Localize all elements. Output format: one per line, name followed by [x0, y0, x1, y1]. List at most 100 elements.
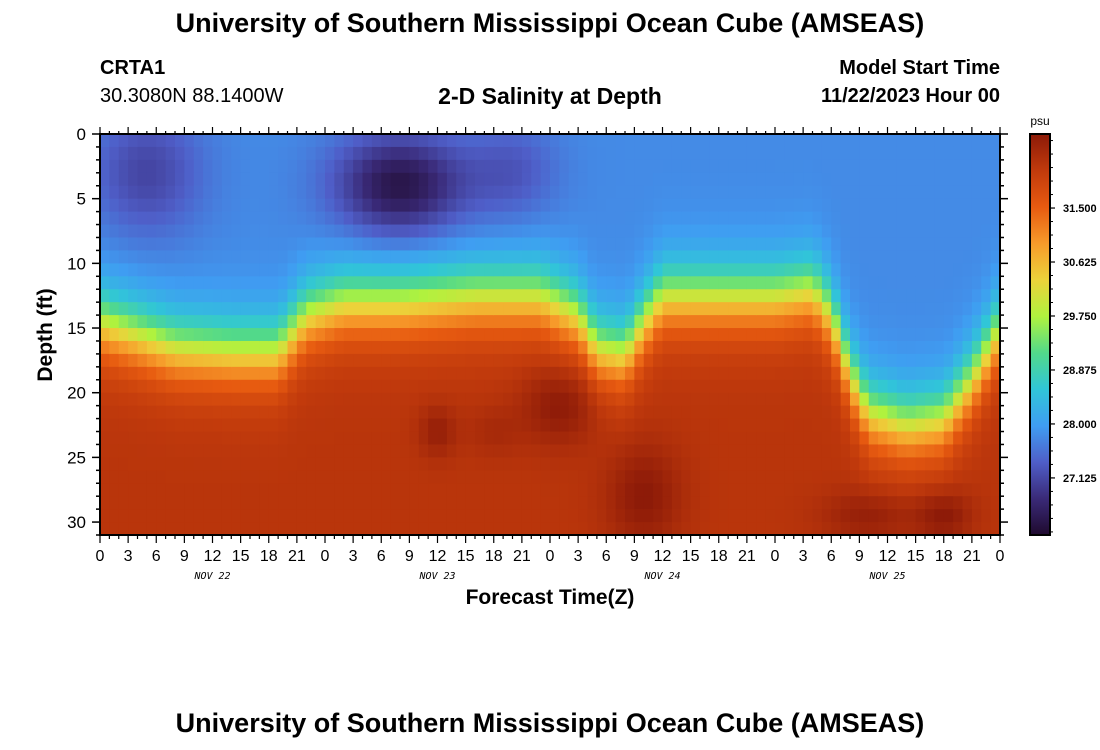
heatmap-cell — [821, 250, 832, 264]
heatmap-cell — [362, 353, 373, 368]
heatmap-cell — [925, 418, 935, 433]
heatmap-cell — [625, 185, 635, 200]
heatmap-cells — [100, 134, 1001, 536]
heatmap-cell — [718, 237, 729, 252]
heatmap-cell — [700, 211, 710, 226]
heatmap-cell — [343, 211, 354, 226]
heatmap-cell — [681, 496, 692, 510]
y-tick-label: 15 — [67, 319, 86, 338]
heatmap-cell — [193, 379, 204, 394]
heatmap-cell — [521, 172, 532, 187]
heatmap-cell — [559, 483, 570, 497]
heatmap-cell — [925, 431, 935, 446]
heatmap-cell — [896, 146, 907, 161]
heatmap-cell — [859, 457, 870, 471]
heatmap-cell — [390, 224, 401, 239]
heatmap-cell — [184, 392, 195, 407]
heatmap-cell — [418, 302, 429, 316]
heatmap-cell — [784, 496, 795, 510]
heatmap-cell — [381, 250, 392, 264]
heatmap-cell — [484, 159, 495, 174]
heatmap-cell — [428, 483, 439, 497]
heatmap-cell — [250, 340, 260, 355]
heatmap-cell — [334, 470, 345, 484]
heatmap-cell — [578, 146, 589, 161]
heatmap-cell — [156, 418, 167, 433]
heatmap-cell — [718, 353, 729, 368]
heatmap-cell — [184, 405, 195, 420]
heatmap-cell — [887, 211, 898, 226]
heatmap-cell — [240, 340, 251, 355]
heatmap-cell — [868, 483, 879, 497]
heatmap-cell — [625, 340, 635, 355]
heatmap-cell — [100, 302, 110, 316]
heatmap-cell — [981, 328, 992, 342]
heatmap-cell — [812, 340, 823, 355]
heatmap-cell — [465, 172, 476, 187]
heatmap-cell — [390, 302, 401, 316]
heatmap-cell — [268, 302, 279, 316]
heatmap-cell — [531, 470, 542, 484]
heatmap-cell — [990, 146, 1001, 161]
heatmap-cell — [146, 496, 157, 510]
heatmap-cell — [671, 444, 682, 458]
heatmap-cell — [475, 418, 485, 433]
heatmap-cell — [137, 328, 148, 342]
heatmap-cell — [925, 328, 935, 342]
heatmap-cell — [521, 379, 532, 394]
heatmap-cell — [718, 276, 729, 290]
heatmap-cell — [418, 211, 429, 226]
heatmap-cell — [990, 263, 1001, 277]
heatmap-cell — [268, 250, 279, 264]
heatmap-cell — [371, 224, 382, 239]
heatmap-cell — [953, 496, 964, 510]
heatmap-cell — [943, 405, 954, 420]
heatmap-cell — [128, 379, 139, 394]
heatmap-cell — [718, 198, 729, 213]
heatmap-cell — [831, 366, 842, 381]
heatmap-cell — [175, 211, 185, 226]
heatmap-cell — [681, 392, 692, 407]
heatmap-cell — [465, 483, 476, 497]
heatmap-cell — [962, 250, 973, 264]
heatmap-cell — [775, 237, 785, 252]
heatmap-cell — [953, 379, 964, 394]
heatmap-cell — [981, 379, 992, 394]
heatmap-cell — [868, 392, 879, 407]
heatmap-cell — [531, 353, 542, 368]
heatmap-cell — [203, 211, 214, 226]
heatmap-cell — [278, 509, 289, 523]
heatmap-cell — [137, 224, 148, 239]
heatmap-cell — [596, 483, 607, 497]
heatmap-cell — [887, 405, 898, 420]
heatmap-cell — [306, 302, 317, 316]
heatmap-cell — [709, 431, 720, 446]
heatmap-cell — [540, 405, 551, 420]
heatmap-cell — [484, 263, 495, 277]
heatmap-cell — [990, 470, 1001, 484]
heatmap-cell — [193, 198, 204, 213]
heatmap-cell — [390, 263, 401, 277]
heatmap-cell — [971, 483, 982, 497]
heatmap-cell — [203, 379, 214, 394]
heatmap-cell — [596, 379, 607, 394]
heatmap-cell — [381, 418, 392, 433]
heatmap-cell — [437, 263, 448, 277]
heatmap-cell — [700, 198, 710, 213]
heatmap-cell — [325, 250, 335, 264]
heatmap-cell — [812, 457, 823, 471]
heatmap-cell — [278, 134, 289, 148]
heatmap-cell — [981, 198, 992, 213]
heatmap-cell — [803, 263, 814, 277]
heatmap-cell — [625, 431, 635, 446]
heatmap-cell — [934, 522, 945, 536]
heatmap-cell — [831, 211, 842, 226]
heatmap-cell — [137, 431, 148, 446]
heatmap-cell — [559, 509, 570, 523]
heatmap-cell — [896, 224, 907, 239]
heatmap-cell — [156, 496, 167, 510]
heatmap-cell — [109, 392, 120, 407]
heatmap-cell — [765, 431, 776, 446]
heatmap-cell — [653, 470, 664, 484]
heatmap-cell — [981, 315, 992, 329]
